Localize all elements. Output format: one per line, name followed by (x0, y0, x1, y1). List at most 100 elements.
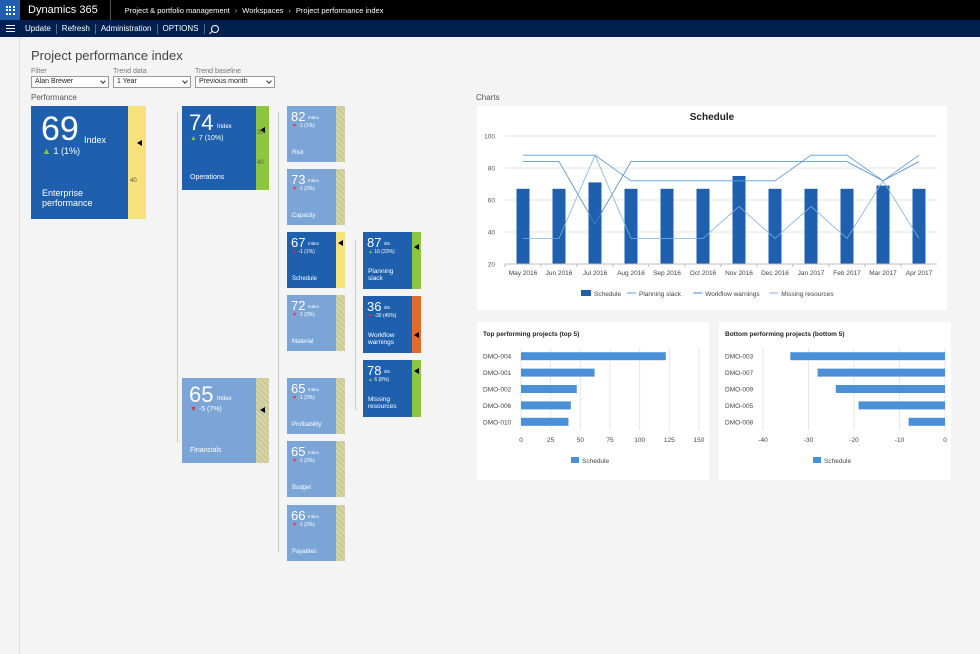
kpi-name: Profitability (292, 422, 322, 428)
schedule-chart[interactable]: Schedule 20 40 60 80 100 May 2016 Jun 2016 Jul 2… (477, 106, 947, 310)
app-launcher-icon[interactable] (0, 0, 20, 20)
bar-jan-2017 (804, 188, 818, 264)
kpi-tile-operations[interactable]: 20 40 74 Index ▲ 7 (10%) Operations (182, 106, 269, 190)
legend-label: Missing resources (781, 291, 834, 298)
breadcrumb-item-workspaces[interactable]: Workspaces (242, 5, 284, 15)
kpi-delta-text: -1 (2%) (298, 458, 315, 464)
bar-dmo-006 (521, 401, 571, 410)
bottom-projects-chart[interactable]: Bottom performing projects (bottom 5) -40… (719, 322, 951, 480)
filter-dropdown[interactable]: Alan Brewer (31, 76, 109, 88)
kpi-name: Payables (292, 549, 317, 555)
kpi-tile-planning-slack[interactable]: 87 dm ▲ 16 (23%) Planning slack (363, 232, 421, 289)
x-tick-label: Nov 2016 (725, 270, 753, 277)
bottom-projects-chart-panel: Bottom performing projects (bottom 5) -40… (719, 322, 951, 480)
y-tick-label: 100 (484, 134, 495, 141)
kpi-unit: dm (384, 305, 391, 310)
legend-label: Schedule (824, 458, 851, 465)
top-projects-chart[interactable]: Top performing projects (top 5) 0 25 50 75 10… (477, 322, 709, 480)
triangle-down-icon: ▼ (292, 312, 297, 318)
kpi-value: 82 (291, 109, 306, 124)
kpi-tile-payables[interactable]: 66 Index ▼ -1 (2%) Payables (287, 505, 345, 561)
performance-section-label: Performance (31, 93, 77, 102)
bar-sep-2016 (660, 188, 674, 264)
kpi-tile-workflow-warnings[interactable]: 36 dm ▼ -30 (45%) Workflow warnings (363, 296, 421, 353)
kpi-unit: Index (217, 396, 232, 402)
kpi-delta: ▼ -1 (1%) (292, 250, 315, 255)
bar-dmo-007 (817, 368, 945, 377)
administration-button[interactable]: Administration (96, 23, 158, 34)
refresh-button[interactable]: Refresh (57, 23, 96, 34)
kpi-tile-budget[interactable]: 65 Index ▼ -1 (2%) Budget (287, 441, 345, 497)
triangle-down-icon: ▼ (292, 186, 297, 192)
trend-data-dropdown[interactable]: 1 Year (113, 76, 191, 88)
kpi-name: Missing resources (368, 396, 397, 411)
indicator-arrow-icon (260, 127, 265, 133)
legend-label: Workflow warnings (705, 291, 760, 298)
trend-strip (336, 295, 345, 351)
x-tick-label: Mar 2017 (869, 270, 897, 277)
y-tick-label: DMO-006 (483, 403, 512, 410)
kpi-tile-profitability[interactable]: 65 Index ▼ -1 (2%) Profitability (287, 378, 345, 434)
kpi-tile-capacity[interactable]: 73 Index ▼ -1 (2%) Capacity (287, 169, 345, 225)
kpi-unit: Index (308, 387, 320, 392)
trend-strip (336, 106, 345, 162)
x-tick-label: Sep 2016 (653, 270, 681, 277)
update-button[interactable]: Update (20, 23, 57, 34)
x-tick-label: 0 (519, 437, 523, 444)
triangle-up-icon: ▲ (190, 135, 197, 142)
triangle-down-icon: ▼ (292, 395, 297, 401)
legend-label: Planning slack (639, 291, 682, 298)
kpi-delta: ▲ 6 (8%) (368, 378, 389, 383)
bar-feb-2017 (840, 188, 854, 264)
kpi-tile-missing-resources[interactable]: 78 dm ▲ 6 (8%) Missing resources (363, 360, 421, 417)
kpi-value: 73 (291, 172, 306, 187)
kpi-name: Operations (190, 174, 225, 181)
triangle-down-icon: ▼ (292, 123, 297, 129)
kpi-delta: ▼ -1 (2%) (292, 459, 315, 464)
trend-strip (412, 296, 421, 353)
kpi-delta: ▼ -5 (7%) (190, 406, 222, 413)
kpi-value: 66 (291, 508, 306, 523)
line-planning-slack (523, 154, 920, 182)
bar-mar-2017 (876, 185, 890, 264)
kpi-tile-risk[interactable]: 82 Index ▼ -1 (1%) Risk (287, 106, 345, 162)
legend-swatch (581, 290, 591, 296)
bar-oct-2016 (696, 188, 710, 264)
search-icon[interactable] (210, 24, 219, 33)
kpi-unit: Index (308, 514, 320, 519)
kpi-tile-material[interactable]: 72 Index ▼ -1 (2%) Material (287, 295, 345, 351)
kpi-unit: Index (308, 178, 320, 183)
bar-dmo-001 (521, 368, 595, 377)
trend-baseline-label: Trend baseline (195, 68, 242, 75)
hamburger-menu-icon[interactable] (0, 20, 20, 37)
kpi-value: 74 (189, 110, 214, 135)
triangle-up-icon: ▲ (368, 249, 373, 255)
app-name[interactable]: Dynamics 365 (20, 0, 111, 20)
kpi-tile-enterprise[interactable]: 40 69 Index ▲ 1 (1%) Enterprise performa… (31, 106, 146, 219)
navigation-pane-edge (0, 37, 20, 654)
kpi-delta-text: -1 (2%) (298, 395, 315, 401)
kpi-tile-schedule[interactable]: 67 Index ▼ -1 (1%) Schedule (287, 232, 345, 288)
tree-connector (355, 240, 356, 410)
x-tick-label: 25 (547, 437, 555, 444)
kpi-value: 65 (189, 382, 214, 407)
legend-label: Schedule (582, 458, 609, 465)
x-tick-label: Apr 2017 (906, 270, 933, 277)
triangle-up-icon: ▲ (42, 146, 51, 156)
kpi-unit: Index (308, 304, 320, 309)
x-tick-label: -20 (849, 437, 859, 444)
y-tick-label: 40 (488, 230, 496, 237)
trend-baseline-value: Previous month (199, 78, 248, 85)
trend-baseline-dropdown[interactable]: Previous month (195, 76, 275, 88)
kpi-value: 36 (367, 299, 382, 314)
breadcrumb-item-project-portfolio[interactable]: Project & portfolio management (124, 5, 230, 15)
tree-connector (278, 112, 279, 552)
indicator-arrow-icon (260, 407, 265, 413)
trend-data-value: 1 Year (117, 78, 137, 85)
kpi-delta-text: 16 (23%) (374, 249, 395, 255)
kpi-delta-text: -5 (7%) (198, 406, 222, 413)
kpi-tile-financials[interactable]: 65 Index ▼ -5 (7%) Financials (182, 378, 269, 463)
chevron-down-icon (266, 78, 272, 84)
options-button[interactable]: OPTIONS (158, 23, 205, 34)
triangle-down-icon: ▼ (368, 313, 373, 319)
